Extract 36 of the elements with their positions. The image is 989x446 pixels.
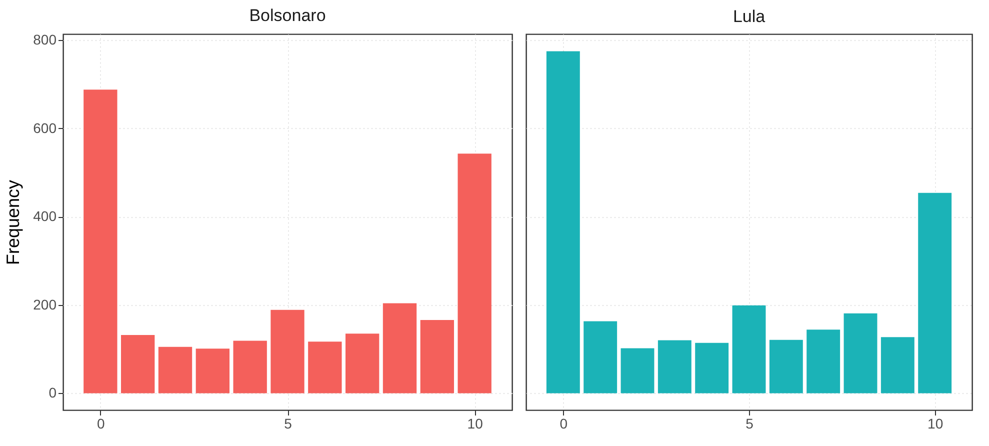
bar xyxy=(844,313,878,394)
y-axis-title: Frequency xyxy=(3,180,24,266)
x-tick-label: 5 xyxy=(284,416,292,432)
bar xyxy=(420,320,454,394)
x-tick-label: 10 xyxy=(928,416,944,432)
bar xyxy=(880,337,914,394)
bar xyxy=(658,340,692,394)
bar xyxy=(732,305,766,394)
bar xyxy=(918,192,952,394)
bar xyxy=(382,303,417,394)
bar xyxy=(233,340,267,394)
x-tick-label: 0 xyxy=(97,416,106,432)
bar xyxy=(196,348,230,394)
bar xyxy=(84,90,118,394)
x-tick-label: 10 xyxy=(467,416,484,432)
bar xyxy=(158,346,192,394)
bar xyxy=(769,340,803,394)
bar xyxy=(270,310,304,394)
bar xyxy=(308,342,342,394)
chart-title: Bolsonaro xyxy=(249,6,326,26)
x-tick-label: 0 xyxy=(560,416,568,432)
bar xyxy=(345,334,380,394)
y-tick-label: 400 xyxy=(33,208,57,224)
x-tick-label: 5 xyxy=(746,416,754,432)
chart-title: Lula xyxy=(732,7,766,26)
bar xyxy=(806,330,840,394)
y-tick-label: 600 xyxy=(33,120,57,136)
y-tick-label: 0 xyxy=(48,384,57,401)
bar xyxy=(120,334,155,394)
bar xyxy=(584,321,618,394)
y-tick-label: 200 xyxy=(33,296,57,312)
bar xyxy=(458,154,492,394)
bar xyxy=(695,342,729,394)
y-tick-label: 800 xyxy=(33,32,57,48)
bar xyxy=(620,348,654,394)
bar xyxy=(546,51,580,394)
